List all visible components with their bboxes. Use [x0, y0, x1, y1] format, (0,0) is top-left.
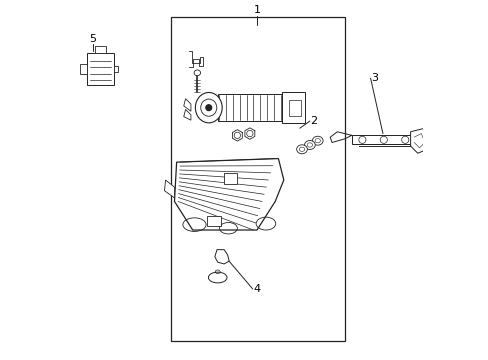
Polygon shape: [183, 99, 190, 111]
Text: 2: 2: [310, 116, 317, 126]
Bar: [282, 93, 305, 123]
Polygon shape: [164, 180, 174, 198]
Text: 5: 5: [89, 34, 96, 44]
Bar: [87, 53, 114, 85]
Ellipse shape: [195, 93, 222, 123]
Circle shape: [205, 105, 211, 111]
Text: 4: 4: [253, 284, 260, 294]
Polygon shape: [410, 128, 429, 153]
Text: 1: 1: [253, 5, 260, 15]
Text: 3: 3: [370, 73, 378, 83]
Polygon shape: [114, 66, 118, 72]
Ellipse shape: [296, 145, 307, 154]
Bar: [224, 173, 236, 184]
Polygon shape: [95, 46, 106, 53]
Polygon shape: [214, 249, 229, 264]
Bar: [351, 135, 413, 144]
Bar: [206, 216, 221, 226]
Polygon shape: [80, 64, 87, 74]
Ellipse shape: [312, 136, 323, 145]
Ellipse shape: [304, 140, 315, 149]
Bar: [171, 18, 344, 341]
Bar: [288, 100, 300, 116]
Bar: [217, 94, 292, 121]
Polygon shape: [183, 109, 190, 120]
Polygon shape: [174, 158, 283, 230]
Ellipse shape: [194, 70, 200, 76]
